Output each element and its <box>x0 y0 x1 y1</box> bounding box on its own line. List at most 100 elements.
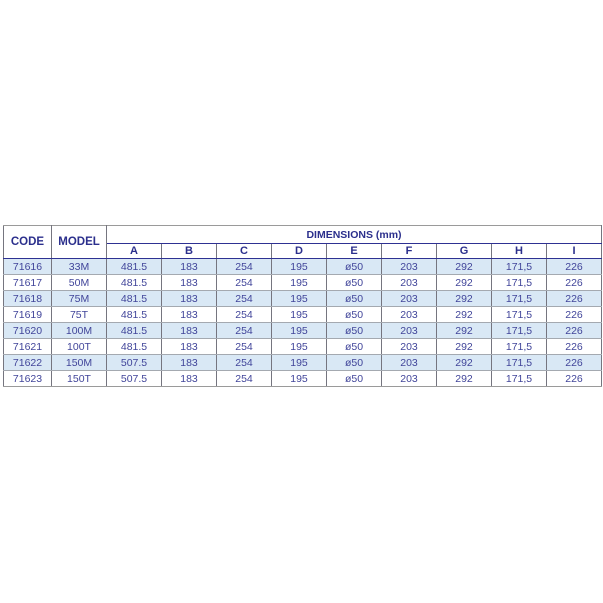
value-cell: 292 <box>436 354 492 371</box>
value-cell: 203 <box>381 306 437 323</box>
table-row: 71623 150T 507.5 183 254 195 ø50 203 292… <box>3 370 603 387</box>
value-cell: 183 <box>161 258 217 275</box>
value-cell: 171,5 <box>491 306 547 323</box>
code-cell: 71622 <box>3 354 52 371</box>
model-column-header: MODEL <box>51 225 107 259</box>
code-cell: 71623 <box>3 370 52 387</box>
value-cell: 171,5 <box>491 338 547 355</box>
model-cell: 50M <box>51 274 107 291</box>
value-cell: 203 <box>381 274 437 291</box>
dim-col-header-b: B <box>161 243 217 259</box>
value-cell: 195 <box>271 354 327 371</box>
value-cell: 203 <box>381 290 437 307</box>
table-row: 71622 150M 507.5 183 254 195 ø50 203 292… <box>3 354 603 371</box>
value-cell: ø50 <box>326 290 382 307</box>
value-cell: 226 <box>545 338 603 355</box>
value-cell: 481.5 <box>106 338 162 355</box>
dim-col-header-i: I <box>545 243 603 259</box>
value-cell: 254 <box>216 322 272 339</box>
table-row: 71617 50M 481.5 183 254 195 ø50 203 292 … <box>3 274 603 291</box>
value-cell: 481.5 <box>106 306 162 323</box>
dim-col-header-a: A <box>106 243 162 259</box>
code-cell: 71616 <box>3 258 52 275</box>
value-cell: 203 <box>381 322 437 339</box>
value-cell: 226 <box>545 322 603 339</box>
value-cell: 183 <box>161 290 217 307</box>
model-cell: 75T <box>51 306 107 323</box>
value-cell: 292 <box>436 370 492 387</box>
value-cell: 481.5 <box>106 322 162 339</box>
model-cell: 33M <box>51 258 107 275</box>
table-row: 71618 75M 481.5 183 254 195 ø50 203 292 … <box>3 290 603 307</box>
value-cell: 254 <box>216 354 272 371</box>
value-cell: 254 <box>216 290 272 307</box>
value-cell: 292 <box>436 258 492 275</box>
value-cell: 203 <box>381 370 437 387</box>
value-cell: 507.5 <box>106 354 162 371</box>
value-cell: 292 <box>436 290 492 307</box>
value-cell: 195 <box>271 370 327 387</box>
table-row: 71621 100T 481.5 183 254 195 ø50 203 292… <box>3 338 603 355</box>
value-cell: 171,5 <box>491 274 547 291</box>
value-cell: ø50 <box>326 258 382 275</box>
value-cell: ø50 <box>326 370 382 387</box>
value-cell: 226 <box>545 354 603 371</box>
table-row: 71619 75T 481.5 183 254 195 ø50 203 292 … <box>3 306 603 323</box>
dim-col-header-f: F <box>381 243 437 259</box>
value-cell: 183 <box>161 370 217 387</box>
value-cell: ø50 <box>326 354 382 371</box>
value-cell: 292 <box>436 322 492 339</box>
code-column-header: CODE <box>3 225 52 259</box>
dim-col-header-d: D <box>271 243 327 259</box>
value-cell: ø50 <box>326 306 382 323</box>
code-cell: 71619 <box>3 306 52 323</box>
value-cell: 292 <box>436 274 492 291</box>
value-cell: 171,5 <box>491 354 547 371</box>
value-cell: 481.5 <box>106 290 162 307</box>
value-cell: 195 <box>271 306 327 323</box>
dim-col-header-g: G <box>436 243 492 259</box>
value-cell: 254 <box>216 306 272 323</box>
model-cell: 100T <box>51 338 107 355</box>
value-cell: 195 <box>271 290 327 307</box>
value-cell: 183 <box>161 354 217 371</box>
dimensions-table: CODE MODEL DIMENSIONS (mm) A B C D E F G… <box>3 225 603 387</box>
value-cell: 254 <box>216 258 272 275</box>
model-cell: 150M <box>51 354 107 371</box>
model-cell: 75M <box>51 290 107 307</box>
code-cell: 71618 <box>3 290 52 307</box>
value-cell: ø50 <box>326 274 382 291</box>
dim-col-header-e: E <box>326 243 382 259</box>
dim-col-header-h: H <box>491 243 547 259</box>
value-cell: 195 <box>271 322 327 339</box>
value-cell: 292 <box>436 306 492 323</box>
dimensions-group-header: DIMENSIONS (mm) <box>105 225 603 244</box>
code-cell: 71621 <box>3 338 52 355</box>
table-row: 71616 33M 481.5 183 254 195 ø50 203 292 … <box>3 258 603 275</box>
value-cell: 195 <box>271 338 327 355</box>
value-cell: 203 <box>381 258 437 275</box>
value-cell: 292 <box>436 338 492 355</box>
value-cell: ø50 <box>326 322 382 339</box>
value-cell: ø50 <box>326 338 382 355</box>
value-cell: 254 <box>216 370 272 387</box>
value-cell: 226 <box>545 306 603 323</box>
model-cell: 100M <box>51 322 107 339</box>
value-cell: 226 <box>545 258 603 275</box>
value-cell: 171,5 <box>491 370 547 387</box>
value-cell: 183 <box>161 274 217 291</box>
dim-col-header-c: C <box>216 243 272 259</box>
value-cell: 183 <box>161 306 217 323</box>
value-cell: 226 <box>545 290 603 307</box>
code-cell: 71617 <box>3 274 52 291</box>
value-cell: 507.5 <box>106 370 162 387</box>
value-cell: 226 <box>545 370 603 387</box>
value-cell: 254 <box>216 274 272 291</box>
code-cell: 71620 <box>3 322 52 339</box>
value-cell: 195 <box>271 258 327 275</box>
value-cell: 226 <box>545 274 603 291</box>
model-cell: 150T <box>51 370 107 387</box>
value-cell: 203 <box>381 354 437 371</box>
value-cell: 481.5 <box>106 258 162 275</box>
